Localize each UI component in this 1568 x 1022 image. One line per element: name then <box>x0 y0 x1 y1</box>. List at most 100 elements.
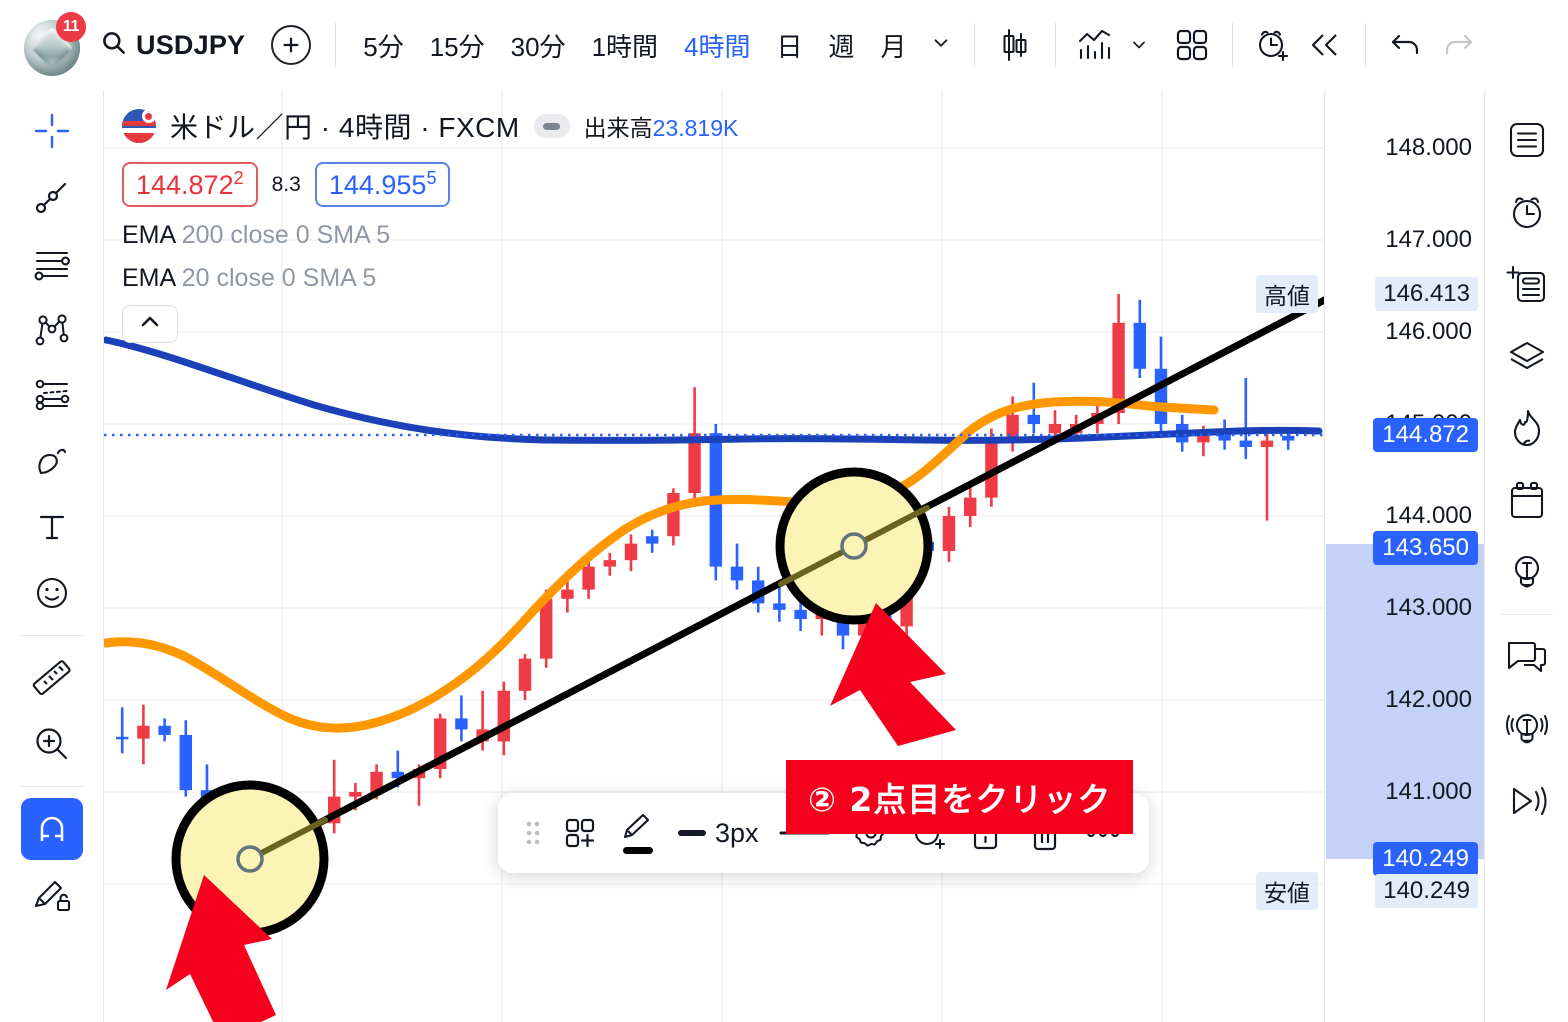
candle-body <box>137 725 150 739</box>
app-logo[interactable]: 11 <box>22 12 86 76</box>
chevron-down-icon[interactable] <box>930 32 952 59</box>
magnet-mode-icon[interactable] <box>20 798 83 860</box>
calendar-icon[interactable] <box>1497 464 1557 536</box>
selection-top-badge[interactable]: 143.650 <box>1373 531 1478 565</box>
watchlist-icon[interactable] <box>1497 104 1557 176</box>
symbol-search[interactable]: USDJPY <box>100 29 245 61</box>
interval-30m[interactable]: 30分 <box>510 31 566 62</box>
anchor-point-second[interactable] <box>840 532 868 560</box>
measure-ruler-icon[interactable] <box>21 647 83 709</box>
alert-clock-icon[interactable] <box>1247 19 1299 71</box>
price-scale[interactable]: 148.000 147.000 146.000 145.000 144.000 … <box>1324 90 1484 1022</box>
candle-body <box>116 736 129 740</box>
hide-series-icon[interactable] <box>533 114 570 138</box>
usdjpy-flag-icon <box>122 109 156 143</box>
right-sidebar <box>1484 90 1568 1022</box>
ema200-name: EMA <box>122 221 175 250</box>
candle-body <box>667 493 680 537</box>
trend-line-icon[interactable] <box>21 166 83 228</box>
candle-body <box>942 516 956 551</box>
volume-value: 23.819K <box>652 115 739 141</box>
callout-step-2: ② 2点目をクリック <box>786 760 1134 834</box>
candle-body <box>561 589 574 599</box>
interval-15m[interactable]: 15分 <box>429 31 485 62</box>
chat-icon[interactable] <box>1497 621 1557 693</box>
chart-canvas[interactable]: 米ドル／円 · 4時間 · FXCM 出来高23.819K 144.8722 8… <box>104 90 1484 1022</box>
replay-rewind-icon[interactable] <box>1299 19 1351 71</box>
bid-value: 144.872 <box>136 170 234 200</box>
interval-1d[interactable]: 日 <box>776 31 803 62</box>
price-tick-144: 144.000 <box>1385 502 1472 529</box>
ask-value: 144.955 <box>328 170 427 200</box>
callout-arrow-1 <box>166 875 276 1022</box>
drag-dots-icon[interactable] <box>516 803 550 863</box>
add-note-icon[interactable] <box>1497 248 1557 320</box>
candle-body <box>964 497 977 516</box>
low-price-tag: 安値 <box>1256 872 1318 910</box>
fib-retracement-icon[interactable] <box>21 364 83 426</box>
undo-icon[interactable] <box>1380 19 1432 71</box>
right-toolbar-divider <box>1500 614 1553 615</box>
toolbar-divider-5 <box>1364 23 1366 67</box>
add-symbol-button[interactable] <box>271 25 312 65</box>
drawing-lock-icon[interactable] <box>21 864 83 926</box>
bid-price-badge[interactable]: 144.8722 <box>122 162 258 208</box>
indicator-legend-ema20[interactable]: EMA 20 close 0 SMA 5 <box>122 264 738 293</box>
line-color-pencil-icon[interactable] <box>610 803 666 863</box>
last-price-badge[interactable]: 144.872 <box>1373 418 1478 452</box>
legend-collapse-button[interactable] <box>122 305 178 344</box>
interval-1h[interactable]: 1時間 <box>591 31 659 62</box>
search-icon <box>100 29 127 61</box>
interval-1w[interactable]: 週 <box>828 31 855 62</box>
broadcast-play-icon[interactable] <box>1497 765 1557 837</box>
add-to-favorites-icon[interactable] <box>552 803 608 863</box>
ask-price-badge[interactable]: 144.9555 <box>314 162 451 208</box>
volume-label: 出来高 <box>583 115 653 141</box>
ask-sup: 5 <box>426 168 437 188</box>
candle-body <box>349 792 362 797</box>
layers-icon[interactable] <box>1497 320 1557 392</box>
ema200-params: 200 close 0 SMA 5 <box>181 221 391 250</box>
candle-body <box>1260 440 1274 447</box>
candle-body <box>1112 322 1125 413</box>
alerts-clock-icon[interactable] <box>1497 176 1557 248</box>
indicators-icon[interactable] <box>1070 19 1122 71</box>
price-tick-141: 141.000 <box>1385 778 1472 805</box>
redo-icon[interactable] <box>1432 19 1484 71</box>
candle-body <box>1048 424 1062 434</box>
candle-body <box>497 690 510 742</box>
pitchfork-icon[interactable] <box>21 298 83 360</box>
price-selection-band <box>1326 544 1484 859</box>
line-width-icon[interactable]: 3px <box>668 803 767 863</box>
stream-bulb-icon[interactable] <box>1497 693 1557 765</box>
cursor-crosshair-icon[interactable] <box>21 100 83 162</box>
low-price-label: 140.249 <box>1375 874 1478 908</box>
trend-line-inside-circle-1 <box>247 817 328 862</box>
candle-body <box>773 603 786 610</box>
drawing-tools-sidebar <box>0 90 104 1022</box>
candle-body <box>688 433 701 493</box>
anchor-point-start[interactable] <box>236 845 264 873</box>
ideas-bulb-icon[interactable] <box>1497 536 1557 608</box>
candlestick-chart-type-icon[interactable] <box>989 19 1041 71</box>
indicator-legend-ema200[interactable]: EMA 200 close 0 SMA 5 <box>122 221 738 250</box>
horizontal-lines-icon[interactable] <box>21 232 83 294</box>
toolbar-divider-4 <box>1231 23 1233 67</box>
indicators-chevron-icon[interactable] <box>1122 19 1156 71</box>
emoji-sticker-icon[interactable] <box>21 562 83 624</box>
zoom-in-icon[interactable] <box>21 713 83 775</box>
candle-body <box>730 566 744 581</box>
templates-grid-icon[interactable] <box>1166 19 1218 71</box>
notification-badge[interactable]: 11 <box>56 12 86 42</box>
interval-4h[interactable]: 4時間 <box>684 31 751 62</box>
text-tool-icon[interactable] <box>21 496 83 558</box>
interval-5m[interactable]: 5分 <box>363 31 404 62</box>
hotlist-flame-icon[interactable] <box>1497 392 1557 464</box>
candle-body <box>582 566 595 590</box>
interval-selector: 5分 15分 30分 1時間 4時間 日 週 月 <box>350 23 951 68</box>
chart-title: 米ドル／円 · 4時間 · FXCM <box>170 112 520 143</box>
interval-1mo[interactable]: 月 <box>880 31 907 62</box>
selection-bottom-badge[interactable]: 140.249 <box>1373 842 1478 876</box>
brush-icon[interactable] <box>21 430 83 492</box>
candle-body <box>370 771 383 792</box>
